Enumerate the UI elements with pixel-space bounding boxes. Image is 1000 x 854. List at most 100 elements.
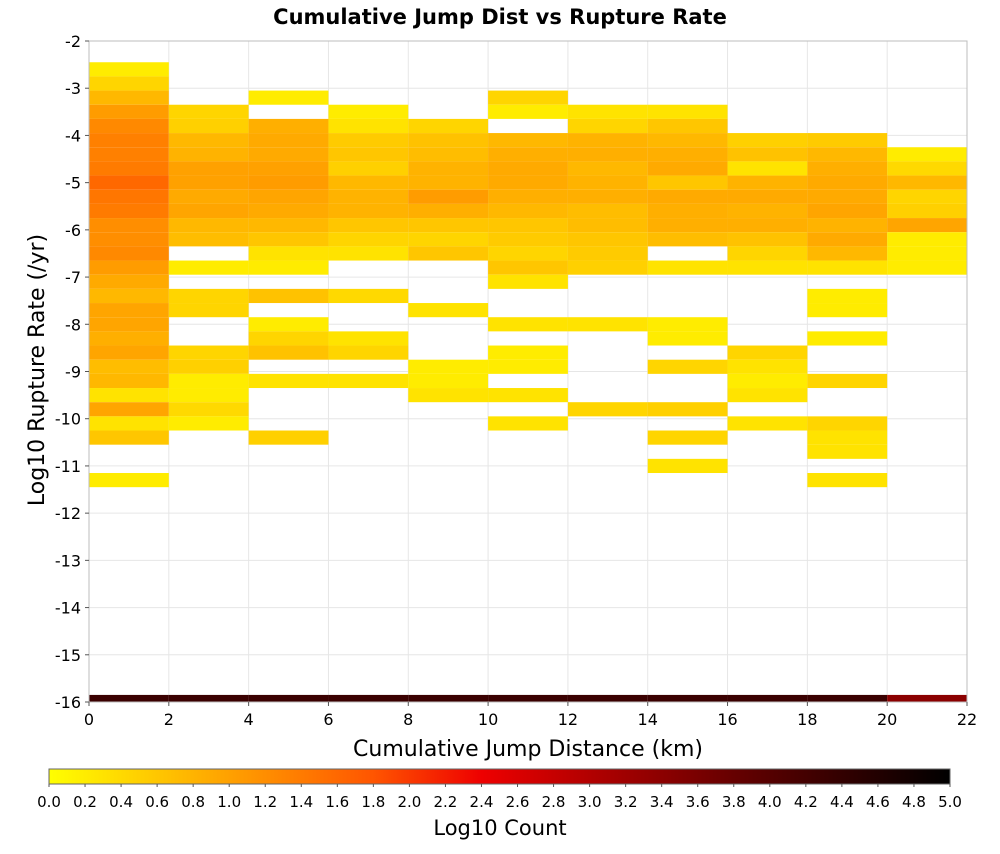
colorbar-tick-label: 3.0 xyxy=(578,793,602,811)
heatmap-cell xyxy=(488,232,568,247)
heatmap-cell xyxy=(168,345,249,360)
heatmap-cell xyxy=(89,175,169,190)
heatmap-cell xyxy=(248,189,329,204)
heatmap-cells xyxy=(89,62,967,702)
heatmap-cell-bottom xyxy=(647,694,728,702)
heatmap-cell xyxy=(567,260,648,275)
heatmap-cell xyxy=(807,331,888,346)
y-axis-ticks: -2 -3 -4 -5 -6 -7 -8 -9 -10 -11 -12 -13 -14 -15 -16 xyxy=(55,32,89,712)
heatmap-cell-bottom xyxy=(567,694,648,702)
heatmap-cell xyxy=(248,288,329,304)
heatmap-cell xyxy=(328,104,409,119)
heatmap-cell xyxy=(647,402,728,417)
heatmap-cell xyxy=(328,373,409,389)
heatmap-cell xyxy=(488,274,568,289)
heatmap-cell xyxy=(727,359,808,374)
colorbar-tick-label: 3.6 xyxy=(686,793,710,811)
heatmap-cell xyxy=(89,430,169,445)
x-axis-label: Cumulative Jump Distance (km) xyxy=(353,737,703,762)
heatmap-cell xyxy=(647,203,728,219)
heatmap-cell xyxy=(807,133,888,148)
heatmap-cell xyxy=(408,373,489,389)
heatmap-cell xyxy=(887,260,967,275)
heatmap-cell xyxy=(248,232,329,247)
heatmap-cell xyxy=(328,218,409,233)
heatmap-cell xyxy=(408,246,489,261)
colorbar-tick-label: 5.0 xyxy=(938,793,962,811)
heatmap-cell xyxy=(248,133,329,148)
heatmap-cell xyxy=(807,203,888,219)
heatmap-cell xyxy=(168,203,249,219)
heatmap-cell-bottom xyxy=(168,694,249,702)
colorbar-tick-label: 2.6 xyxy=(506,793,530,811)
heatmap-cell xyxy=(89,133,169,148)
heatmap-cell xyxy=(727,175,808,190)
heatmap-cell xyxy=(408,388,489,403)
heatmap-cell xyxy=(887,175,967,190)
heatmap-cell xyxy=(807,444,888,459)
heatmap-cell xyxy=(89,232,169,247)
heatmap-cell xyxy=(89,416,169,431)
chart-title: Cumulative Jump Dist vs Rupture Rate xyxy=(273,5,727,29)
colorbar-label: Log10 Count xyxy=(433,816,566,840)
heatmap-cell xyxy=(807,232,888,247)
colorbar-tick-label: 0.0 xyxy=(37,793,61,811)
x-tick-label: 8 xyxy=(403,710,413,729)
heatmap-cell xyxy=(168,147,249,162)
heatmap-cell xyxy=(807,473,888,488)
heatmap-cell xyxy=(408,303,489,318)
heatmap-cell xyxy=(89,303,169,318)
x-tick-label: 14 xyxy=(638,710,658,729)
heatmap-cell xyxy=(408,175,489,190)
heatmap-cell xyxy=(408,118,489,134)
heatmap-cell xyxy=(727,232,808,247)
heatmap-cell xyxy=(567,189,648,204)
colorbar xyxy=(48,768,951,785)
heatmap-cell xyxy=(328,288,409,304)
heatmap-cell xyxy=(168,218,249,233)
colorbar-tick-label: 4.0 xyxy=(758,793,782,811)
heatmap-cell xyxy=(887,161,967,176)
x-tick-label: 2 xyxy=(164,710,174,729)
heatmap-cell xyxy=(567,232,648,247)
y-tick-label: -4 xyxy=(65,126,81,145)
heatmap-cell xyxy=(168,373,249,389)
heatmap-cell xyxy=(727,246,808,261)
heatmap-cell xyxy=(408,359,489,374)
y-tick-label: -16 xyxy=(55,693,81,712)
heatmap-cell xyxy=(89,203,169,219)
heatmap-cell xyxy=(168,388,249,403)
heatmap-cell xyxy=(887,189,967,204)
colorbar-tick-label: 2.0 xyxy=(397,793,421,811)
heatmap-cell xyxy=(647,359,728,374)
heatmap-cell xyxy=(248,175,329,190)
colorbar-tick-label: 1.6 xyxy=(325,793,349,811)
heatmap-cell xyxy=(168,232,249,247)
heatmap-cell xyxy=(488,359,568,374)
heatmap-cell xyxy=(248,203,329,219)
colorbar-ticks: 0.0 0.2 0.4 0.6 0.8 1.0 1.2 1.4 1.6 1.8 2.0 2.2 2.4 2… xyxy=(37,784,962,811)
heatmap-cell xyxy=(89,373,169,389)
x-tick-label: 22 xyxy=(957,710,977,729)
heatmap-cell xyxy=(168,133,249,148)
heatmap-cell xyxy=(647,232,728,247)
colorbar-tick-label: 4.4 xyxy=(830,793,854,811)
heatmap-cell xyxy=(647,430,728,445)
heatmap-cell xyxy=(168,175,249,190)
heatmap-cell xyxy=(647,331,728,346)
heatmap-cell xyxy=(488,246,568,261)
heatmap-cell xyxy=(89,274,169,289)
heatmap-cell xyxy=(89,317,169,332)
heatmap-cell xyxy=(727,260,808,275)
heatmap-cell xyxy=(807,161,888,176)
heatmap-cell xyxy=(727,147,808,162)
heatmap-cell xyxy=(248,218,329,233)
heatmap-cell xyxy=(567,317,648,332)
heatmap-cell xyxy=(89,345,169,360)
x-tick-label: 0 xyxy=(84,710,94,729)
y-tick-label: -5 xyxy=(65,174,81,193)
heatmap-cell xyxy=(567,104,648,119)
heatmap-cell xyxy=(727,218,808,233)
colorbar-tick-label: 1.2 xyxy=(253,793,277,811)
heatmap-cell xyxy=(248,147,329,162)
